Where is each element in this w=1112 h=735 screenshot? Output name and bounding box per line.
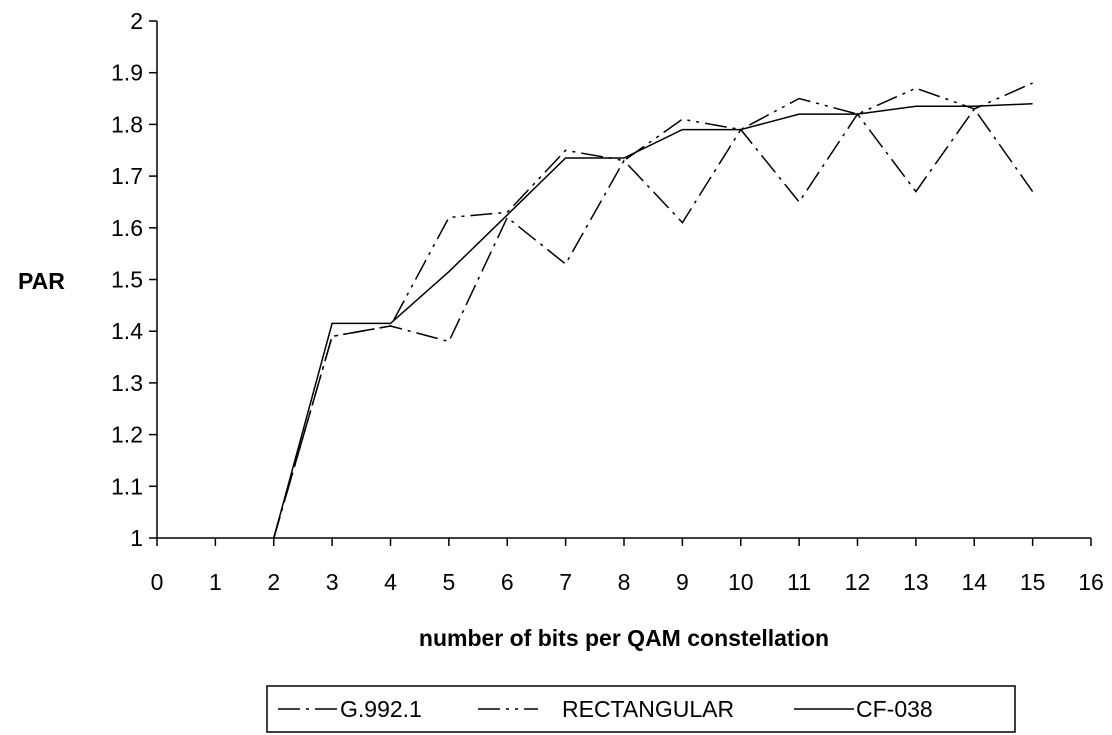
x-tick-label: 16 bbox=[1078, 569, 1104, 595]
legend: G.992.1 RECTANGULAR CF-038 bbox=[266, 685, 1016, 733]
y-tick-label: 1.3 bbox=[111, 370, 143, 396]
y-tick-label: 1.7 bbox=[111, 163, 143, 189]
y-tick-label: 1.5 bbox=[111, 267, 143, 293]
legend-label: G.992.1 bbox=[340, 696, 422, 722]
y-tick-label: 1 bbox=[130, 525, 143, 551]
legend-label: RECTANGULAR bbox=[562, 696, 734, 722]
x-tick-label: 0 bbox=[151, 569, 164, 595]
series-line-1 bbox=[273, 82, 1033, 539]
x-tick-label: 1 bbox=[209, 569, 222, 595]
x-tick-label: 13 bbox=[903, 569, 929, 595]
y-tick-label: 1.1 bbox=[111, 473, 143, 499]
y-tick-label: 1.2 bbox=[111, 422, 143, 448]
x-tick-label: 11 bbox=[787, 569, 811, 595]
y-axis-label: PAR bbox=[18, 268, 65, 294]
x-axis-label: number of bits per QAM constellation bbox=[419, 625, 829, 651]
x-tick-label: 5 bbox=[442, 569, 455, 595]
x-tick-label: 14 bbox=[961, 569, 987, 595]
series-line-2 bbox=[273, 102, 1033, 539]
series-line-0 bbox=[273, 107, 1034, 539]
x-tick-label: 10 bbox=[728, 569, 754, 595]
y-tick-label: 1.9 bbox=[111, 60, 143, 86]
axes: 11.11.21.31.41.51.61.71.81.920 1 2 3 4 5 6 7 8 9 1… bbox=[111, 8, 1104, 595]
legend-box bbox=[266, 685, 1016, 733]
x-tick-label: 12 bbox=[845, 569, 871, 595]
x-tick-label: 15 bbox=[1020, 569, 1046, 595]
x-tick-label: 7 bbox=[559, 569, 572, 595]
y-tick-label: 1.8 bbox=[111, 111, 143, 137]
x-tick-label: 4 bbox=[384, 569, 397, 595]
x-tick-label: 3 bbox=[326, 569, 339, 595]
x-tick-label: 9 bbox=[676, 569, 689, 595]
legend-label: CF-038 bbox=[856, 696, 933, 722]
x-tick-label: 6 bbox=[501, 569, 514, 595]
x-tick-label: 2 bbox=[267, 569, 280, 595]
y-tick-label: 2 bbox=[130, 8, 143, 34]
y-tick-label: 1.6 bbox=[111, 215, 143, 241]
y-tick-label: 1.4 bbox=[111, 318, 143, 344]
series-lines bbox=[273, 82, 1034, 539]
x-tick-label: 8 bbox=[618, 569, 631, 595]
